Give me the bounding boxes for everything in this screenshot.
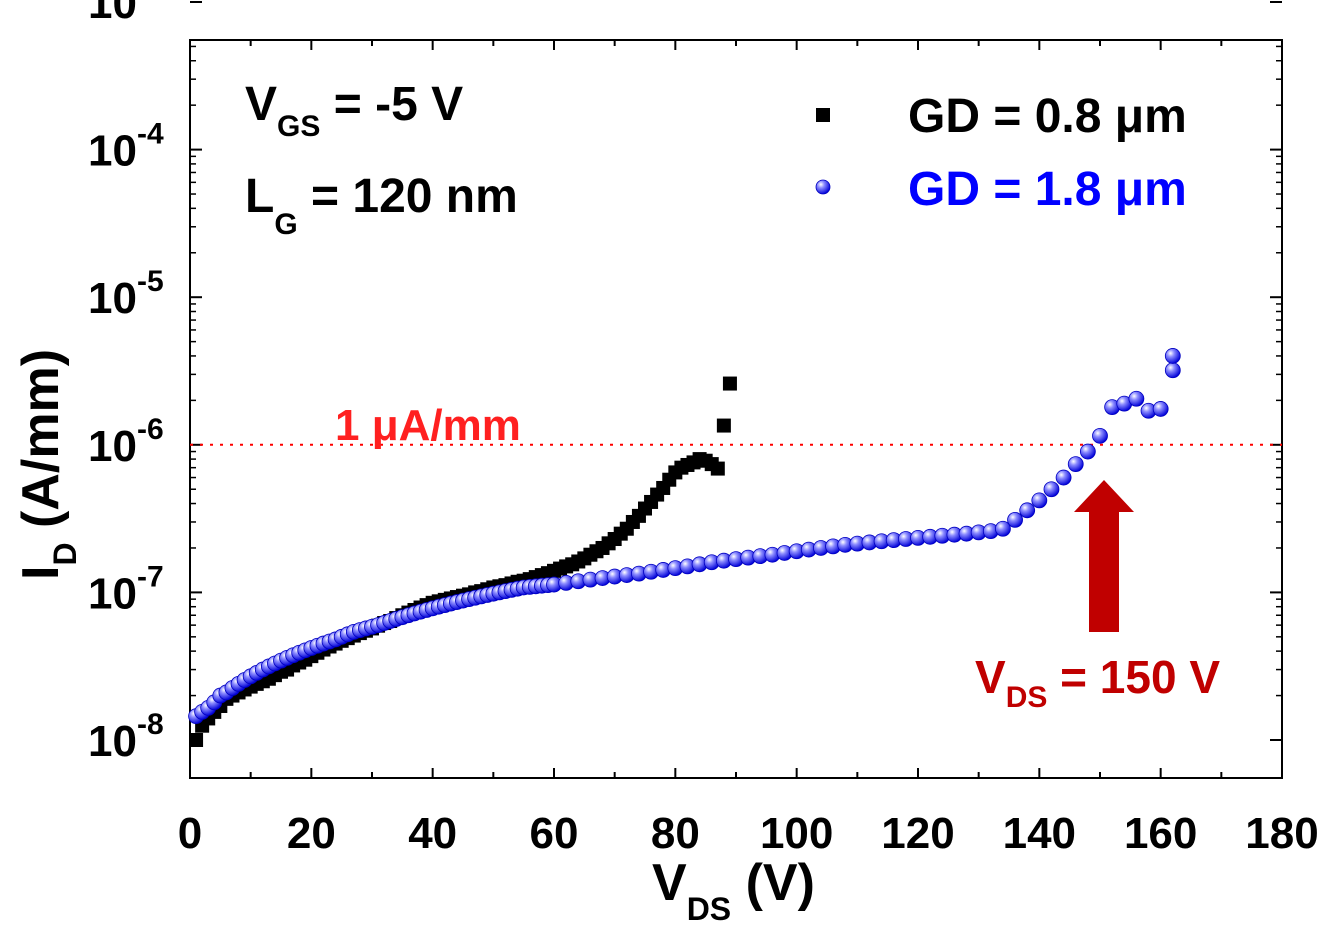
data-point-gd-1p8: [1128, 390, 1145, 407]
axes-layer: 0 20 40 60 80 100 120 140 160 180 10-8 10-7 10-6 10-5…: [88, 0, 1319, 858]
legend-label-gd-0p8: GD = 0.8 μm: [908, 90, 1187, 143]
y-tick-label: 10-4: [88, 118, 164, 176]
data-point-gd-0p8: [716, 418, 731, 433]
y-axis-label: ID (A/mm): [12, 349, 83, 580]
y-tick-label: 10-8: [88, 708, 164, 766]
x-tick-label: 40: [408, 809, 457, 858]
series-gd-1p8: [188, 348, 1181, 725]
data-point-gd-1p8: [1152, 401, 1169, 417]
data-point-gd-0p8: [189, 733, 204, 747]
data-point-gd-1p8: [1079, 443, 1096, 460]
x-tick-label: 180: [1245, 809, 1318, 858]
y-tick-label: 10-5: [88, 265, 164, 323]
data-point-gd-1p8: [1164, 362, 1181, 379]
ref-line-label: 1 μA/mm: [335, 401, 521, 450]
data-point-gd-1p8: [1164, 348, 1181, 364]
x-tick-label: 160: [1124, 809, 1197, 858]
data-point-gd-1p8: [1092, 427, 1108, 444]
data-point-gd-1p8: [1019, 502, 1036, 519]
y-tick-label: 10-7: [88, 560, 164, 618]
legend-sphere-marker: [815, 179, 831, 195]
data-point-gd-1p8: [995, 520, 1011, 537]
legend-label-gd-1p8: GD = 1.8 μm: [908, 163, 1187, 216]
data-point-gd-0p8: [710, 461, 725, 476]
data-point-gd-1p8: [1055, 469, 1072, 486]
x-axis-label: VDS (V): [652, 854, 815, 927]
legend-square-marker: [816, 108, 830, 122]
y-tick-label: 10-6: [88, 413, 164, 471]
condition-lg: LG = 120 nm: [245, 170, 518, 241]
x-tick-label: 120: [881, 809, 954, 858]
data-point-gd-1p8: [1043, 481, 1060, 498]
y-tick-label: 10-3: [88, 0, 164, 28]
arrow-annotation: [1074, 480, 1134, 632]
data-point-gd-1p8: [1007, 511, 1023, 528]
data-point-gd-1p8: [1031, 492, 1048, 509]
data-point-gd-1p8: [1067, 456, 1084, 473]
x-tick-label: 0: [178, 809, 202, 858]
x-tick-label: 80: [651, 809, 700, 858]
data-point-gd-0p8: [722, 376, 737, 391]
legend: GD = 0.8 μm GD = 1.8 μm: [815, 90, 1187, 216]
condition-vgs: VGS = -5 V: [245, 78, 463, 143]
x-tick-label: 60: [530, 809, 579, 858]
x-tick-label: 100: [760, 809, 833, 858]
x-tick-label: 20: [287, 809, 336, 858]
annotation-vds-150: VDS = 150 V: [975, 651, 1220, 714]
x-tick-label: 140: [1003, 809, 1076, 858]
annotation-layer: [1074, 480, 1134, 632]
